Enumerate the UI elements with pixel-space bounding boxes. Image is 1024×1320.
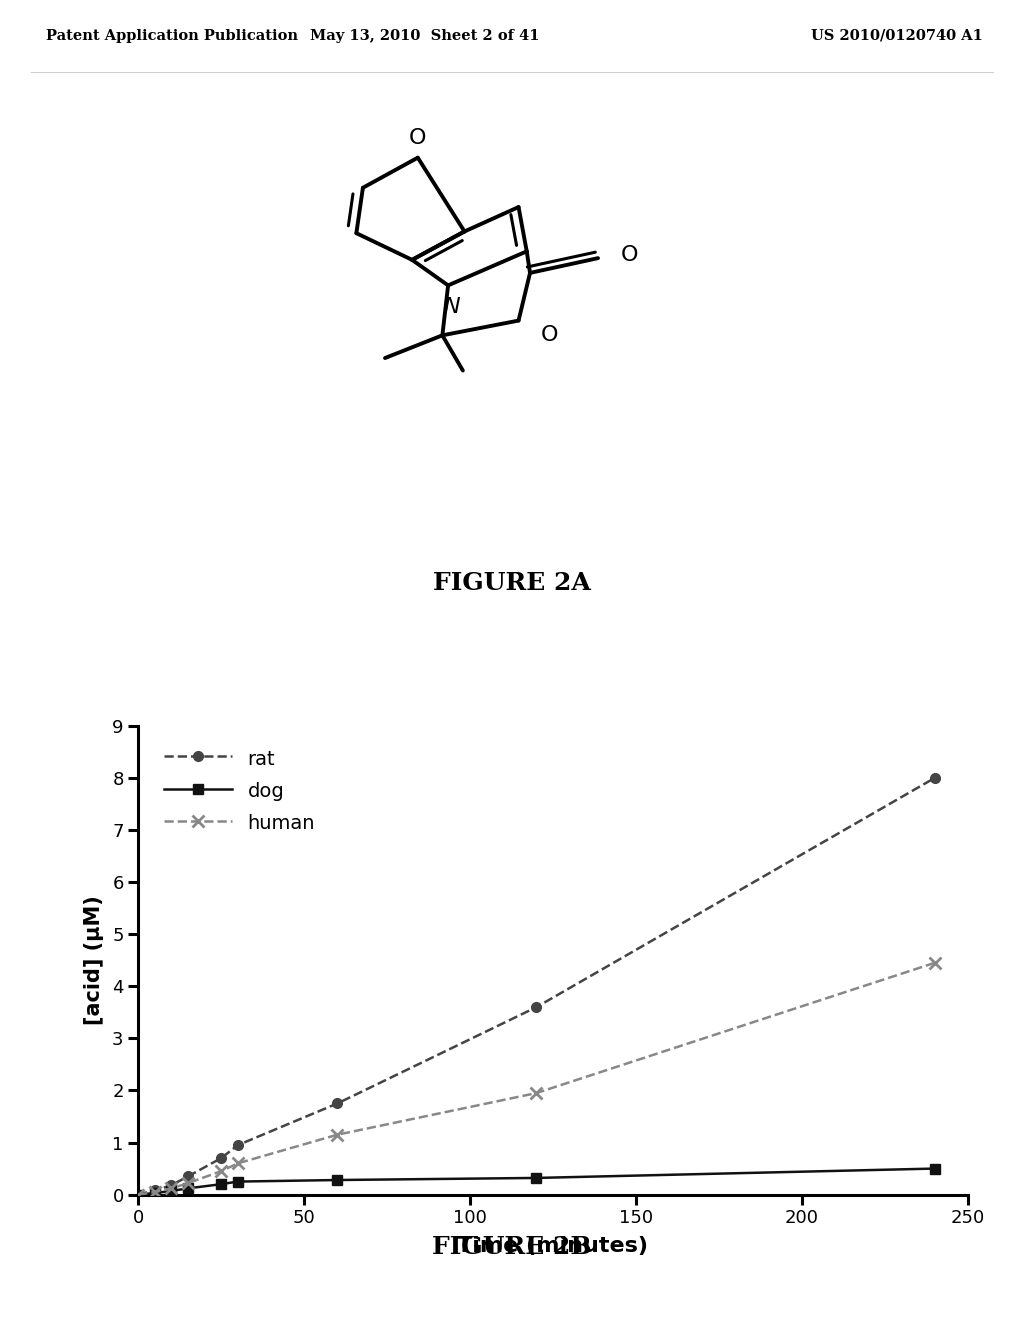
Legend: rat, dog, human: rat, dog, human [157, 741, 323, 841]
dog [165, 1183, 177, 1199]
Text: O: O [541, 325, 558, 345]
dog [231, 1173, 244, 1189]
Text: O: O [621, 246, 638, 265]
Line: human: human [132, 957, 941, 1201]
human [148, 1184, 161, 1200]
human [165, 1180, 177, 1196]
human [231, 1155, 244, 1171]
rat [182, 1168, 195, 1184]
rat [165, 1177, 177, 1193]
human [530, 1085, 543, 1101]
human [215, 1163, 227, 1179]
dog [182, 1180, 195, 1196]
human [331, 1127, 343, 1143]
Text: Patent Application Publication: Patent Application Publication [46, 29, 298, 42]
rat [148, 1183, 161, 1199]
rat [215, 1150, 227, 1166]
Line: rat: rat [133, 774, 939, 1200]
rat [231, 1138, 244, 1154]
dog [132, 1187, 144, 1203]
dog [148, 1185, 161, 1201]
X-axis label: Time (minutes): Time (minutes) [458, 1236, 648, 1255]
Text: FIGURE 2B: FIGURE 2B [432, 1236, 592, 1259]
Text: O: O [409, 128, 427, 148]
rat [132, 1187, 144, 1203]
dog [530, 1170, 543, 1185]
human [132, 1187, 144, 1203]
Text: May 13, 2010  Sheet 2 of 41: May 13, 2010 Sheet 2 of 41 [310, 29, 540, 42]
dog [331, 1172, 343, 1188]
rat [331, 1096, 343, 1111]
Y-axis label: [acid] (μM): [acid] (μM) [84, 895, 103, 1026]
rat [530, 999, 543, 1015]
Line: dog: dog [133, 1164, 939, 1200]
dog [929, 1160, 941, 1176]
Text: US 2010/0120740 A1: US 2010/0120740 A1 [811, 29, 983, 42]
rat [929, 770, 941, 785]
human [929, 954, 941, 970]
Text: N: N [443, 297, 461, 317]
human [182, 1175, 195, 1191]
dog [215, 1176, 227, 1192]
Text: FIGURE 2A: FIGURE 2A [433, 572, 591, 595]
